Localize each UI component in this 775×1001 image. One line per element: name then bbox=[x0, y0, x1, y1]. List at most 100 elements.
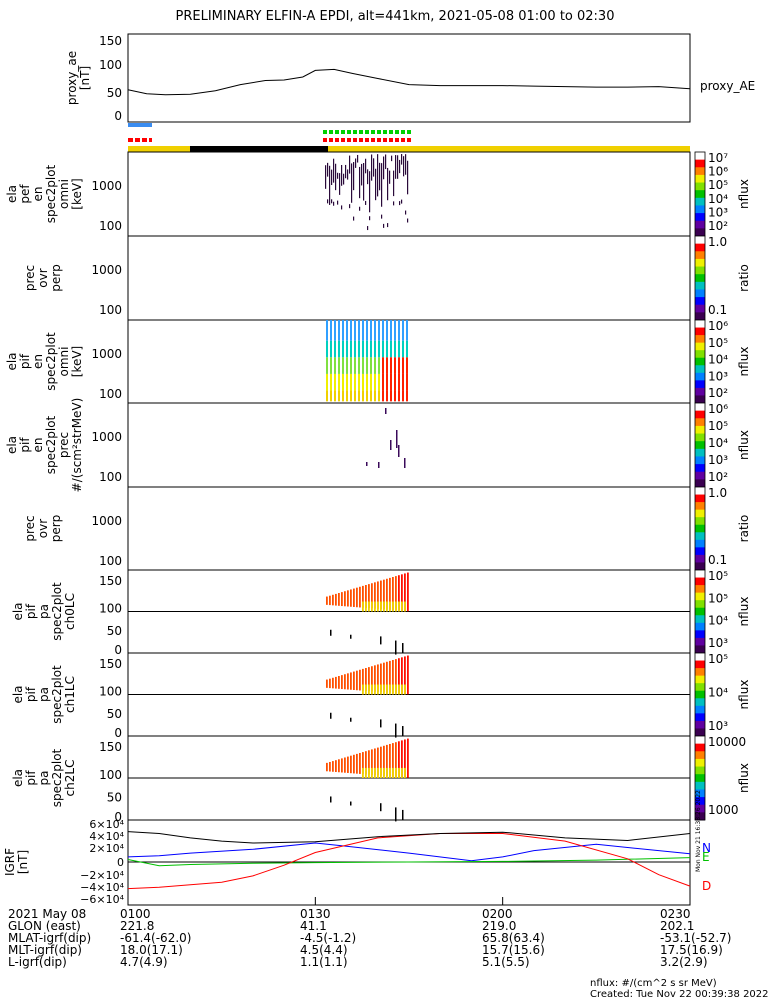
spectrogram-pixel bbox=[394, 373, 396, 391]
colorbar-tick: 10⁵ bbox=[708, 419, 728, 433]
spectrogram-pixel bbox=[342, 390, 344, 402]
panel-ytick: 1000 bbox=[91, 179, 122, 193]
status-red-dash bbox=[359, 138, 363, 142]
spectrogram-pixel bbox=[404, 601, 406, 612]
spectrogram-pixel bbox=[346, 320, 348, 341]
spectrogram-pixel bbox=[349, 204, 351, 209]
spectrogram-pixel bbox=[383, 156, 385, 180]
spectrogram-pixel bbox=[338, 320, 340, 341]
colorbar-swatch bbox=[695, 743, 705, 752]
panel-ylabel: ela bbox=[11, 769, 25, 787]
spectrogram-pixel bbox=[366, 373, 368, 391]
colorbar-unit: ratio bbox=[737, 264, 751, 292]
colorbar-unit: nflux bbox=[737, 347, 751, 377]
spectrogram-pixel bbox=[386, 601, 388, 612]
spectrogram-pixel bbox=[386, 340, 388, 358]
igrf-ytick: 0 bbox=[117, 856, 124, 869]
colorbar-swatch bbox=[695, 630, 705, 639]
spectrogram-pixel bbox=[341, 592, 343, 607]
status-green-dash bbox=[329, 130, 333, 134]
colorbar-swatch bbox=[695, 418, 705, 427]
colorbar-tick: 0.1 bbox=[708, 303, 727, 317]
panel-ylabel: ela bbox=[11, 685, 25, 703]
spectrogram-pixel bbox=[350, 672, 352, 690]
panel-p1: ela pef en spec2plot omni [keV] 1000 100 bbox=[5, 151, 691, 237]
colorbar-swatch bbox=[695, 797, 705, 806]
spectrogram-pixel bbox=[326, 596, 328, 605]
spectrogram-pixel bbox=[386, 744, 388, 777]
spectrogram-pixel bbox=[398, 357, 400, 374]
spectrogram-pixel bbox=[396, 430, 398, 448]
spectrogram-pixel bbox=[401, 574, 403, 611]
status-red-dash bbox=[401, 138, 405, 142]
spectrogram-pixel bbox=[335, 760, 337, 772]
spectrogram-pixel bbox=[359, 752, 361, 774]
spectrogram-pixel bbox=[329, 761, 331, 772]
spectrogram-pixel bbox=[405, 154, 407, 175]
spectrogram-pixel bbox=[368, 667, 370, 692]
spectrogram-pixel bbox=[370, 320, 372, 341]
spectrogram-pixel bbox=[350, 717, 352, 722]
status-green-dash bbox=[407, 130, 411, 134]
panel-ylabel: en bbox=[31, 438, 45, 453]
spectrogram-pixel bbox=[334, 320, 336, 341]
igrf-lines bbox=[127, 831, 691, 890]
spectrogram-pixel bbox=[393, 201, 395, 206]
colorbar-2: 1.0 0.1 ratio bbox=[694, 235, 751, 321]
spectrogram-pixel bbox=[374, 390, 376, 402]
colorbar-unit: nflux bbox=[737, 430, 751, 460]
spectrogram-pixel bbox=[386, 767, 388, 778]
panel-ylabel: [keV] bbox=[70, 346, 84, 377]
colorbar-swatch bbox=[695, 335, 705, 344]
spectrogram-pixel bbox=[378, 340, 380, 358]
colorbar-unit: ratio bbox=[737, 515, 751, 543]
spectrogram-pixel bbox=[380, 601, 382, 612]
spectrogram-p4 bbox=[366, 408, 406, 468]
status-red-dash bbox=[335, 138, 339, 142]
spectrogram-pixel bbox=[350, 357, 352, 374]
panel-ylabel: spec2plot bbox=[44, 332, 58, 391]
panel-ylabel: ch1LC bbox=[63, 676, 77, 713]
panel-frame bbox=[127, 486, 691, 571]
colorbar-unit: nflux bbox=[737, 763, 751, 793]
spectrogram-pixel bbox=[362, 601, 364, 612]
spectrogram-pixel bbox=[353, 671, 355, 690]
colorbar-swatch bbox=[695, 289, 705, 298]
spectrogram-pixel bbox=[383, 767, 385, 778]
spectrogram-pixel bbox=[389, 170, 391, 184]
status-black bbox=[190, 146, 328, 152]
colorbar-swatch bbox=[695, 372, 705, 381]
units-note: nflux: #/(cm^2 s sr MeV) bbox=[590, 978, 717, 989]
spectrogram-pixel bbox=[332, 761, 334, 772]
igrf-ytick: 6×10⁴ bbox=[89, 818, 124, 831]
spectrogram-pixel bbox=[338, 676, 340, 689]
spectrogram-pixel bbox=[354, 373, 356, 391]
spectrogram-pixel bbox=[380, 684, 382, 695]
status-red-dash bbox=[329, 138, 333, 142]
colorbar-tick: 10² bbox=[708, 470, 728, 484]
spectrogram-pixel bbox=[329, 165, 331, 205]
footer-value: -53.1(-52.7) bbox=[660, 931, 732, 945]
status-green-dash bbox=[377, 130, 381, 134]
spectrogram-pixel bbox=[365, 200, 367, 205]
colorbar-swatch bbox=[695, 637, 705, 646]
colorbar-swatch bbox=[695, 395, 705, 404]
colorbar-swatch bbox=[695, 494, 705, 503]
colorbar-tick: 1000 bbox=[708, 803, 739, 817]
colorbar-tick: 10⁴ bbox=[708, 614, 728, 628]
panel-frame bbox=[127, 151, 691, 237]
panel-ytick: 0 bbox=[114, 810, 122, 824]
spectrogram-pixel bbox=[356, 670, 358, 691]
spectrogram-pixel bbox=[354, 340, 356, 358]
spectrogram-pixel bbox=[402, 320, 404, 341]
spectrogram-pixel bbox=[359, 206, 361, 211]
panel-ylabel: prec bbox=[23, 515, 37, 541]
spectrogram-pixel bbox=[345, 164, 347, 179]
spectrogram-pixel bbox=[406, 357, 408, 374]
spectrogram-pixel bbox=[338, 390, 340, 402]
igrf-legend-n: N bbox=[702, 841, 711, 855]
colorbar-6: 10⁵ 10⁵ 10⁴ 10³ nflux bbox=[694, 569, 751, 654]
panel-ylabel: en bbox=[31, 187, 45, 202]
